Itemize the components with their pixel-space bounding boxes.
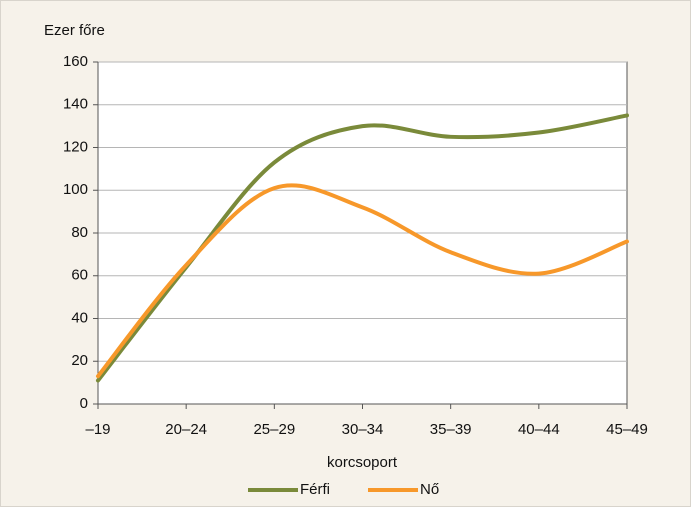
legend-label: Nő xyxy=(420,481,439,498)
y-tick-label: 0 xyxy=(80,395,88,412)
x-tick-label: 35–39 xyxy=(430,421,472,438)
y-tick-label: 20 xyxy=(71,352,88,369)
y-tick-label: 100 xyxy=(63,181,88,198)
x-tick-label: –19 xyxy=(85,421,110,438)
x-tick-label: 20–24 xyxy=(165,421,207,438)
y-tick-label: 120 xyxy=(63,138,88,155)
y-axis-label: Ezer főre xyxy=(44,22,105,39)
x-tick-label: 25–29 xyxy=(253,421,295,438)
x-tick-label: 40–44 xyxy=(518,421,560,438)
x-tick-label: 45–49 xyxy=(606,421,648,438)
y-tick-label: 160 xyxy=(63,53,88,70)
y-tick-label: 40 xyxy=(71,309,88,326)
y-tick-label: 60 xyxy=(71,267,88,284)
series-line xyxy=(96,183,629,379)
x-tick-label: 30–34 xyxy=(342,421,384,438)
y-tick-label: 80 xyxy=(71,224,88,241)
legend-label: Férfi xyxy=(300,481,330,498)
y-tick-label: 140 xyxy=(63,96,88,113)
x-axis-label: korcsoport xyxy=(327,454,398,471)
